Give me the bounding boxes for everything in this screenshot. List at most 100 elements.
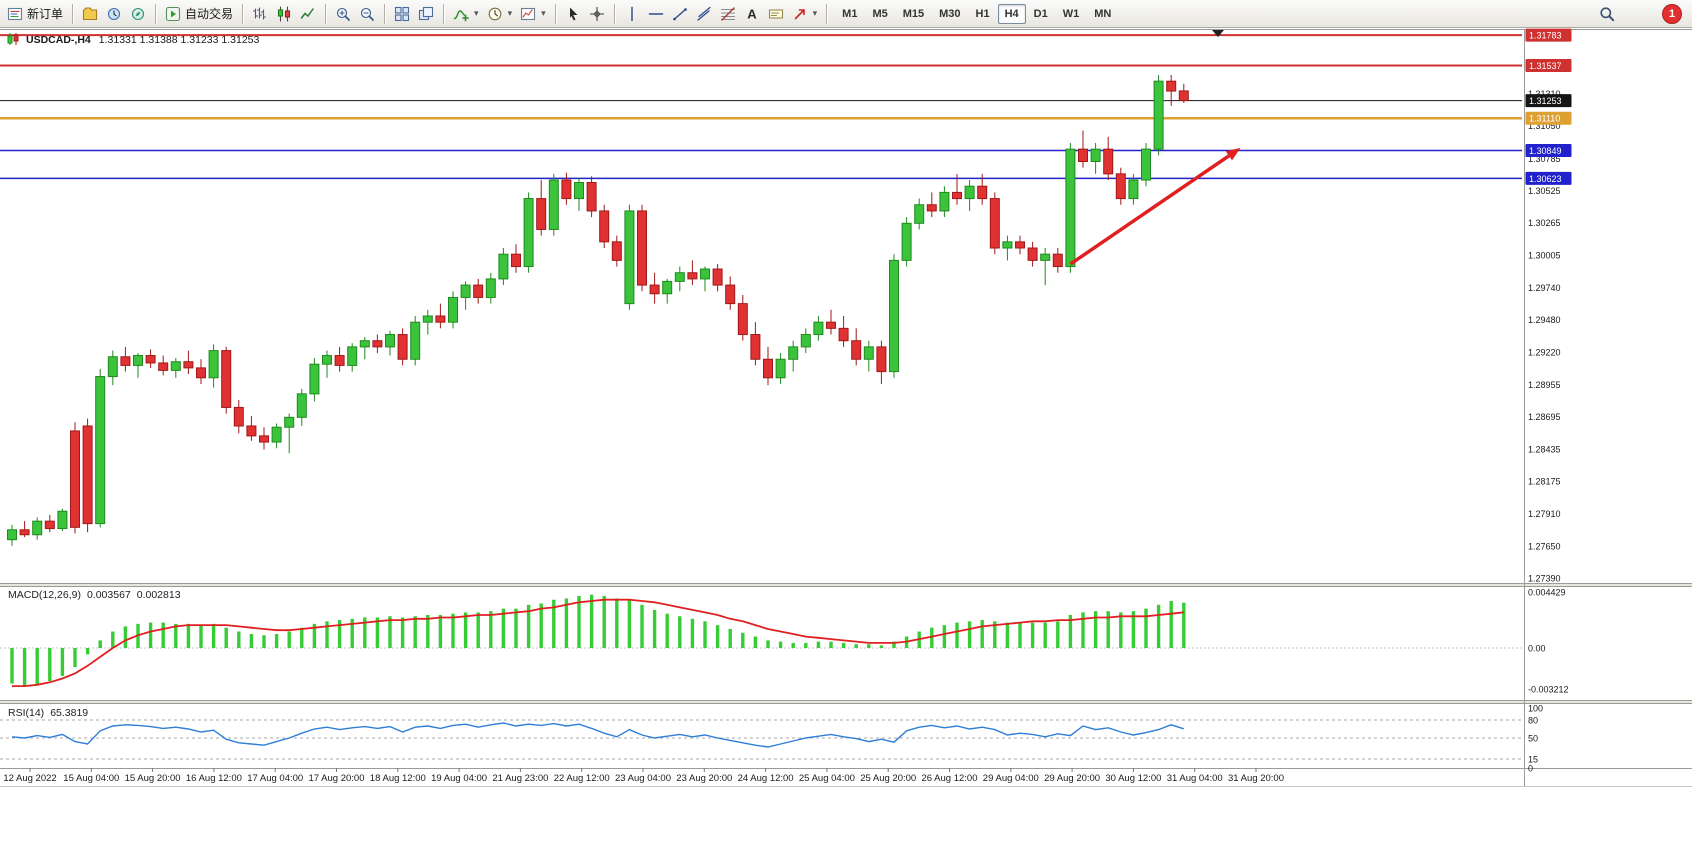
horizontal-line-button[interactable] (645, 2, 667, 26)
templates-button[interactable]: ▾ (517, 2, 549, 26)
new-order-button[interactable]: 新订单 (4, 2, 66, 26)
candle (561, 179, 572, 200)
timeframe-button-m5[interactable]: M5 (872, 7, 888, 20)
chart-background-layer (0, 29, 1692, 787)
timeframe-button-m15[interactable]: M15 (902, 7, 925, 20)
candle (309, 363, 320, 395)
time-axis-label: 17 Aug 20:00 (309, 773, 365, 784)
macd-main-value: 0.003567 (87, 589, 131, 601)
price-axis-label: 1.28435 (1528, 444, 1561, 454)
time-axis-label: 23 Aug 20:00 (676, 773, 732, 784)
templates-icon (521, 7, 536, 20)
price-axis-label: 1.27910 (1528, 509, 1561, 519)
fibo-icon (720, 6, 735, 21)
time-axis-label: 23 Aug 04:00 (615, 773, 671, 784)
candle (485, 278, 496, 298)
chart-canvas[interactable]: 1.31310 1.31050 1.30785 1.30525 1.30265 1.300… (0, 28, 1692, 850)
candle (800, 334, 811, 348)
chart-shift-marker-icon[interactable] (1212, 30, 1224, 37)
label-button[interactable] (765, 2, 787, 26)
toolbar-separator (826, 3, 828, 24)
candle (1103, 148, 1114, 175)
toolbar-separator (242, 3, 244, 24)
candle (926, 204, 937, 212)
notification-badge[interactable]: 1 (1662, 3, 1682, 24)
fibonacci-button[interactable] (717, 2, 739, 26)
price-tag-1.31110 (1525, 111, 1572, 125)
price-tag-label: 1.31110 (1529, 114, 1560, 124)
zoom-out-button[interactable] (356, 2, 378, 26)
price-axis-label: 1.28175 (1528, 476, 1561, 486)
candle (737, 303, 748, 336)
chart-candles-icon (277, 5, 291, 22)
profiles-button[interactable] (79, 2, 101, 26)
candle (863, 346, 874, 360)
chart-scales[interactable]: 1.31310 1.31050 1.30785 1.30525 1.30265 1.300… (3, 28, 1572, 784)
timeframe-button-d1[interactable]: D1 (1033, 7, 1048, 20)
vertical-line-button[interactable] (621, 2, 643, 26)
cursor-button[interactable] (562, 2, 584, 26)
candle (196, 367, 206, 379)
time-axis-label: 21 Aug 23:00 (492, 773, 548, 784)
trend-arrow-annotation[interactable] (1069, 154, 1230, 266)
price-axis-label: 1.30525 (1528, 186, 1561, 196)
candle (901, 222, 912, 261)
candle (624, 210, 635, 305)
svg-text:A: A (747, 6, 757, 21)
candle (649, 284, 660, 295)
navigator-icon (131, 7, 145, 20)
search-icon (1600, 6, 1615, 21)
arrows-button[interactable]: ▾ (789, 2, 821, 26)
toolbar-separator (72, 3, 74, 24)
crosshair-button[interactable] (586, 2, 608, 26)
periods-button[interactable]: ▾ (484, 2, 516, 26)
candle (788, 346, 799, 360)
price-axis-label: 1.28695 (1528, 412, 1561, 422)
cascade-windows-button[interactable] (415, 2, 437, 26)
candle (95, 376, 106, 525)
trendline-button[interactable] (669, 2, 691, 26)
periods-icon (488, 7, 501, 20)
time-axis-label: 30 Aug 12:00 (1105, 773, 1161, 784)
vline-icon (630, 6, 633, 21)
candle (611, 241, 622, 261)
candle (989, 198, 1000, 249)
timeframe-button-mn[interactable]: MN (1094, 7, 1112, 20)
timeframe-button-w1[interactable]: W1 (1062, 7, 1080, 20)
candlestick-chart-button[interactable] (273, 2, 295, 26)
timeframe-button-h4[interactable]: H4 (997, 3, 1026, 24)
candle (322, 355, 332, 365)
candle (385, 334, 395, 348)
zoom-in-button[interactable] (332, 2, 354, 26)
toolbar-separator (155, 3, 157, 24)
tile-windows-button[interactable] (391, 2, 413, 26)
search-button[interactable] (1596, 2, 1618, 26)
toolbar-separator (443, 3, 445, 24)
candle (914, 204, 925, 224)
candle (1078, 148, 1088, 163)
bar-chart-button[interactable] (249, 2, 271, 26)
price-axis-label: 1.29480 (1528, 315, 1561, 325)
candle (574, 182, 584, 200)
candle (1002, 241, 1013, 249)
time-axis-label: 29 Aug 20:00 (1044, 773, 1100, 784)
text-button[interactable]: A (741, 2, 763, 26)
auto-trading-button[interactable]: 自动交易 (162, 2, 236, 26)
navigator-button[interactable] (127, 2, 149, 26)
timeframe-button-h1[interactable]: H1 (975, 7, 990, 20)
market-watch-button[interactable] (103, 2, 125, 26)
candle (183, 361, 194, 369)
candle (1065, 148, 1076, 268)
channel-button[interactable] (693, 2, 715, 26)
candle (334, 355, 345, 366)
indicators-button[interactable]: ▾ (450, 2, 482, 26)
toolbar-separator (613, 3, 615, 24)
line-chart-button[interactable] (297, 2, 319, 26)
price-tag-label: 1.30849 (1529, 146, 1562, 156)
candle (107, 356, 118, 378)
candle (662, 280, 673, 295)
timeframe-button-m1[interactable]: M1 (842, 7, 858, 20)
timeframe-button-m30[interactable]: M30 (939, 7, 961, 20)
hline-icon (648, 12, 663, 15)
candle (548, 179, 559, 230)
